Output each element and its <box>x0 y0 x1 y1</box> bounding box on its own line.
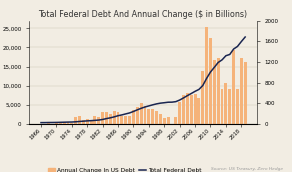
Bar <box>47 123 50 124</box>
Bar <box>140 103 142 124</box>
Bar <box>67 122 69 124</box>
Bar <box>74 117 77 124</box>
Bar <box>155 111 158 124</box>
Bar <box>59 122 62 124</box>
Text: Source: US Treasury, Zero Hedge: Source: US Treasury, Zero Hedge <box>211 167 283 171</box>
Bar <box>70 123 73 124</box>
Bar <box>217 58 220 124</box>
Bar <box>167 117 170 124</box>
Bar <box>205 26 208 124</box>
Bar <box>97 117 100 124</box>
Bar <box>144 106 147 124</box>
Bar <box>186 93 189 124</box>
Bar <box>236 89 239 124</box>
Legend: Annual Change In US Debt, Total Federal Debt: Annual Change In US Debt, Total Federal … <box>46 166 204 172</box>
Bar <box>240 58 243 124</box>
Bar <box>109 114 112 124</box>
Bar <box>182 95 185 124</box>
Bar <box>101 112 104 124</box>
Title: Total Federal Debt And Annual Change ($ in Billions): Total Federal Debt And Annual Change ($ … <box>39 10 248 19</box>
Bar <box>132 110 135 124</box>
Bar <box>90 120 93 124</box>
Bar <box>86 119 89 124</box>
Bar <box>190 95 193 124</box>
Bar <box>163 118 166 124</box>
Bar <box>117 112 119 124</box>
Bar <box>105 112 108 124</box>
Bar <box>178 102 181 124</box>
Bar <box>55 123 58 124</box>
Bar <box>244 62 247 124</box>
Bar <box>159 114 162 124</box>
Bar <box>197 98 200 124</box>
Bar <box>147 109 150 124</box>
Bar <box>213 60 216 124</box>
Bar <box>120 116 123 124</box>
Bar <box>78 116 81 124</box>
Bar <box>209 39 212 124</box>
Bar <box>228 89 231 124</box>
Bar <box>128 116 131 124</box>
Bar <box>194 94 197 124</box>
Bar <box>82 120 85 124</box>
Bar <box>44 123 46 124</box>
Bar <box>63 122 66 124</box>
Bar <box>136 107 139 124</box>
Bar <box>93 116 96 124</box>
Bar <box>174 117 177 124</box>
Bar <box>151 109 154 124</box>
Bar <box>201 71 204 124</box>
Bar <box>225 83 227 124</box>
Bar <box>220 89 223 124</box>
Bar <box>232 50 235 124</box>
Bar <box>113 111 116 124</box>
Bar <box>171 124 173 125</box>
Bar <box>124 116 127 124</box>
